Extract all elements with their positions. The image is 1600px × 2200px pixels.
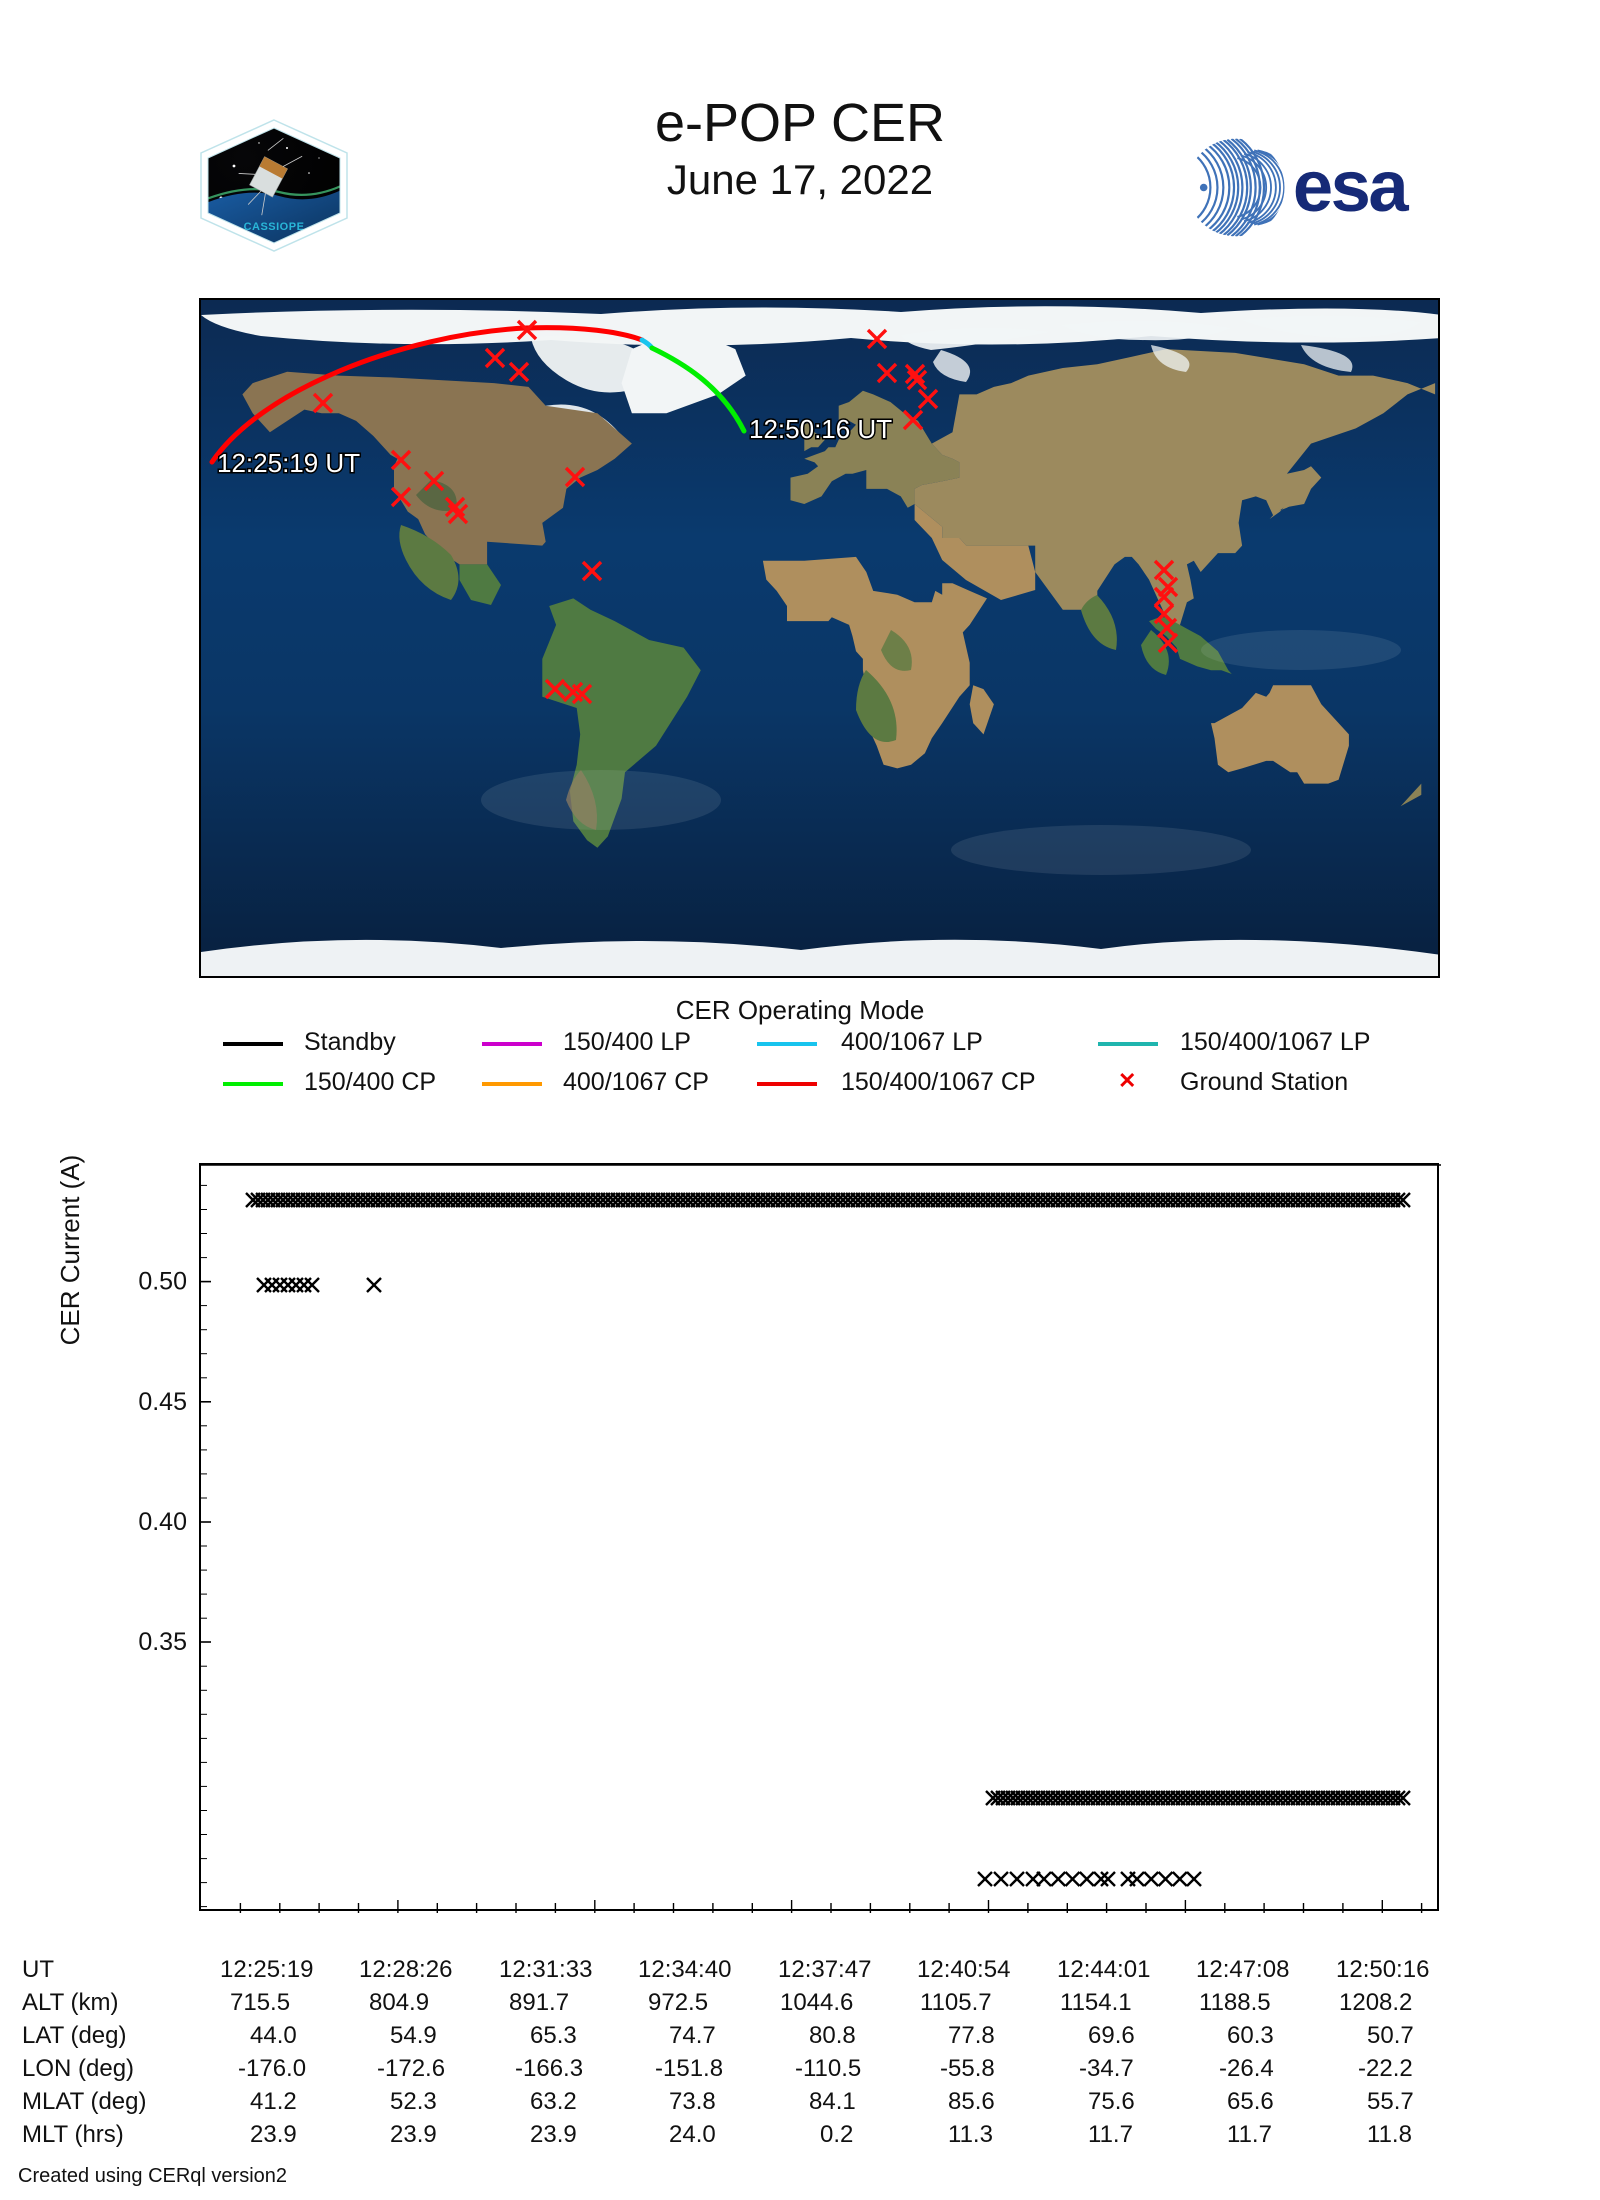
svg-text:0.50: 0.50 (138, 1268, 187, 1296)
svg-text:0.35: 0.35 (138, 1628, 187, 1656)
svg-text:CASSIOPE: CASSIOPE (244, 221, 305, 233)
svg-text:0.40: 0.40 (138, 1508, 187, 1536)
svg-text:12:25:19 UT: 12:25:19 UT (217, 448, 360, 478)
svg-text:0.45: 0.45 (138, 1388, 187, 1416)
svg-text:12:50:16 UT: 12:50:16 UT (749, 414, 892, 444)
svg-text:esa: esa (1293, 146, 1409, 227)
